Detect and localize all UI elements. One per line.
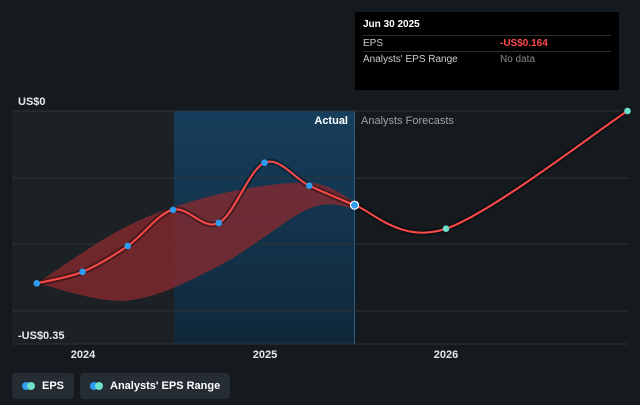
x-tick-label: 2024 (71, 349, 96, 361)
legend-dot-icon (22, 382, 35, 390)
tooltip-row-eps: EPS -US$0.164 (363, 35, 611, 51)
tooltip-date: Jun 30 2025 (363, 19, 420, 30)
eps-point (169, 206, 177, 214)
tooltip-label: Analysts' EPS Range (363, 54, 458, 65)
legend-item-eps-range[interactable]: Analysts' EPS Range (80, 373, 231, 399)
eps-points (33, 107, 631, 287)
tooltip-value: No data (500, 54, 536, 65)
eps-point (349, 200, 360, 210)
y-axis-top-label: US$0 (18, 96, 46, 108)
tooltip: Jun 30 2025 EPS -US$0.164 Analysts' EPS … (355, 12, 619, 90)
eps-range-area (36, 182, 355, 301)
y-axis-bottom-label: -US$0.35 (18, 330, 64, 342)
eps-point (215, 219, 223, 227)
eps-point (79, 268, 86, 276)
legend-dot-icon (90, 382, 104, 390)
eps-forecast-line (354, 110, 629, 234)
analysts-eps-range-band (36, 182, 355, 301)
legend-label: EPS (42, 380, 65, 392)
axis-labels: US$0 -US$0.35 Actual Analysts Forecasts … (18, 96, 458, 361)
tooltip-value: -US$0.164 (500, 38, 548, 49)
eps-forecast-point (442, 225, 450, 233)
legend-item-eps[interactable]: EPS (12, 373, 75, 399)
x-tick-label: 2025 (253, 349, 277, 361)
eps-point (33, 279, 41, 287)
actual-section-label: Actual (314, 115, 348, 127)
eps-point (305, 182, 313, 189)
eps-point (124, 242, 132, 250)
eps-actual-line (36, 160, 355, 285)
eps-line-shadow (353, 108, 630, 236)
eps-point (261, 159, 268, 166)
tooltip-row-range: Analysts' EPS Range No data (363, 51, 611, 67)
legend: EPS Analysts' EPS Range (12, 373, 231, 399)
eps-lines (36, 108, 630, 287)
tooltip-label: EPS (363, 38, 384, 49)
eps-forecast-point (624, 107, 631, 115)
legend-label: Analysts' EPS Range (110, 380, 221, 392)
forecast-section-label: Analysts Forecasts (361, 115, 454, 127)
x-tick-label: 2026 (434, 349, 458, 361)
